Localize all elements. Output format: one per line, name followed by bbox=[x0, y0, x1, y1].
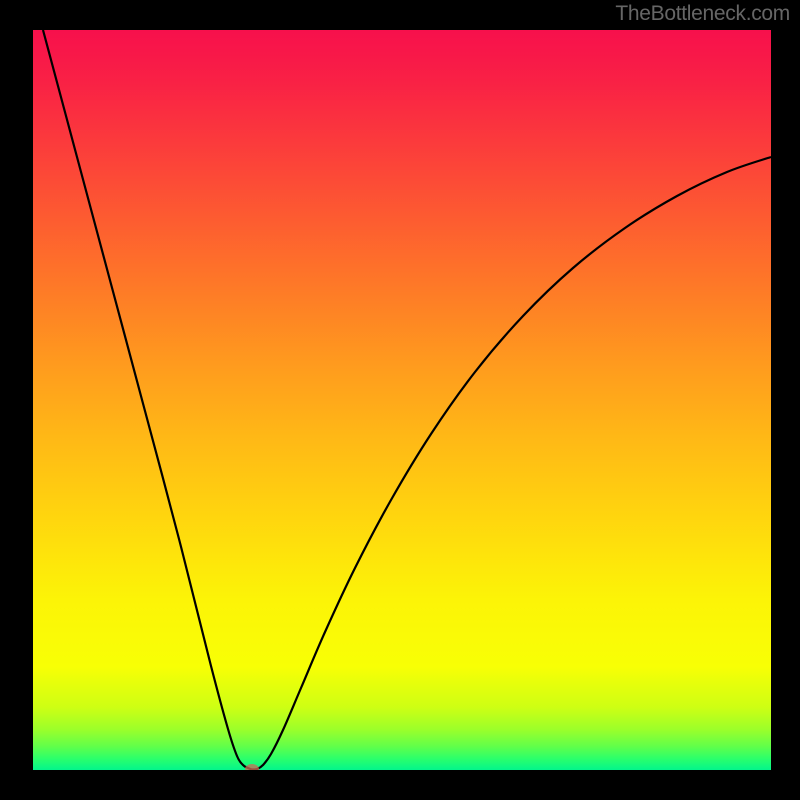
watermark-text: TheBottleneck.com bbox=[615, 2, 790, 26]
chart-container: TheBottleneck.com bbox=[0, 0, 800, 800]
plot-area bbox=[33, 30, 771, 770]
background-gradient bbox=[33, 30, 771, 770]
